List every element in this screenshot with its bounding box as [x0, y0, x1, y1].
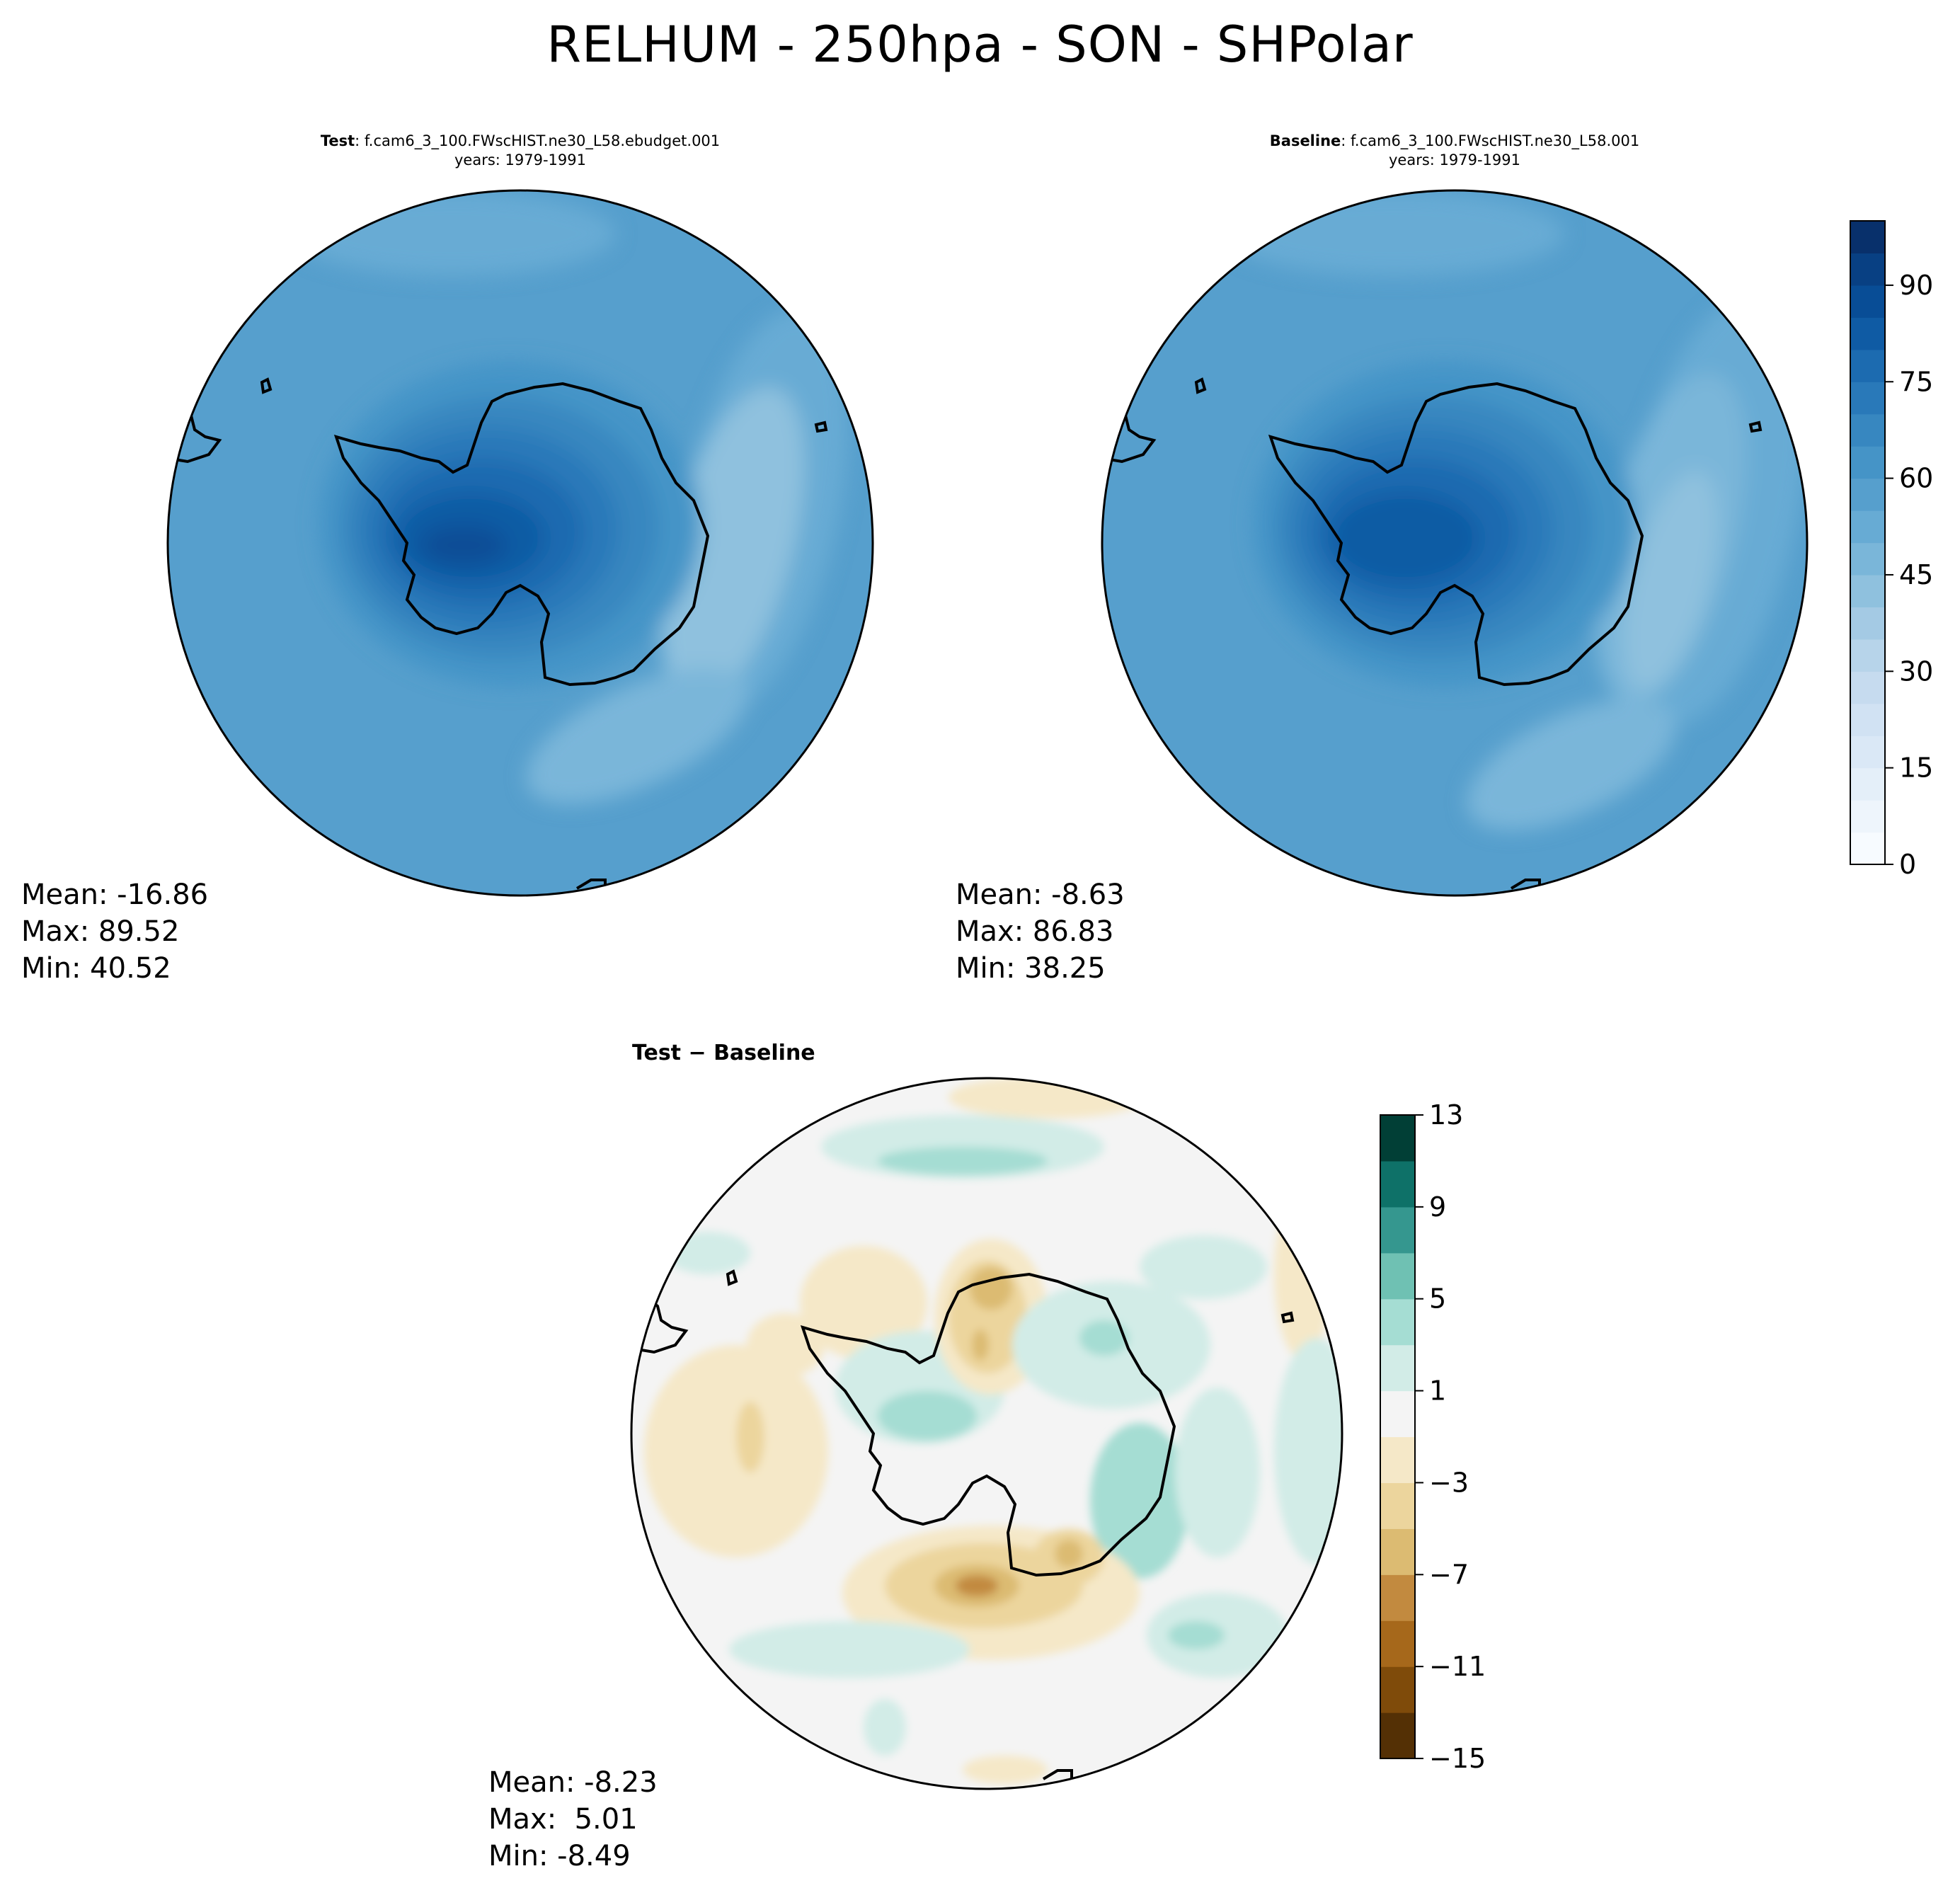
diff-colorbar-segment — [1380, 1206, 1415, 1254]
diff-min: Min: -8.49 — [488, 1840, 631, 1872]
relhum-colorbar-segment — [1850, 542, 1885, 576]
relhum-colorbar-tick-label: 75 — [1899, 366, 1933, 397]
test-min: Min: 40.52 — [21, 952, 171, 985]
diff-colorbar-segment — [1380, 1482, 1415, 1529]
diff-colorbar-tick-label: −7 — [1429, 1559, 1469, 1590]
relhum-colorbar-tick-label: 45 — [1899, 559, 1933, 590]
diff-colorbar-segment — [1380, 1252, 1415, 1300]
relhum-colorbar-segment — [1850, 510, 1885, 544]
relhum-colorbar-segment — [1850, 639, 1885, 672]
diff-title-minus: − — [681, 1041, 714, 1065]
diff-map — [631, 1078, 1342, 1789]
relhum-colorbar-segment — [1850, 446, 1885, 479]
diff-colorbar: 13 9 5 1 −3 −7 −11 −15 — [1380, 1099, 1486, 1774]
baseline-panel-title: Baseline: f.cam6_3_100.FWscHIST.ne30_L58… — [1171, 132, 1738, 170]
diff-colorbar-tick-label: −11 — [1429, 1651, 1486, 1682]
baseline-mean: Mean: -8.63 — [956, 879, 1125, 911]
test-map — [168, 190, 873, 896]
baseline-min: Min: 38.25 — [956, 952, 1106, 985]
relhum-colorbar-tick-label: 30 — [1899, 656, 1933, 687]
test-label: Test — [320, 132, 355, 149]
relhum-colorbar-segment — [1850, 607, 1885, 640]
relhum-colorbar-segment — [1850, 671, 1885, 704]
diff-stats: Mean: -8.23 Max: 5.01 Min: -8.49 — [488, 1764, 658, 1875]
diff-colorbar-tick-label: 9 — [1429, 1191, 1446, 1223]
diff-colorbar-segment — [1380, 1344, 1415, 1392]
relhum-colorbar-segment — [1850, 800, 1885, 833]
figure-title: RELHUM - 250hpa - SON - SHPolar — [546, 16, 1414, 74]
relhum-colorbar-segment — [1850, 285, 1885, 318]
relhum-colorbar-segment — [1850, 832, 1885, 865]
relhum-colorbar-segment — [1850, 703, 1885, 736]
relhum-colorbar-segment — [1850, 349, 1885, 382]
relhum-colorbar-tick-label: 90 — [1899, 270, 1933, 301]
baseline-stats: Mean: -8.63 Max: 86.83 Min: 38.25 — [956, 876, 1125, 987]
diff-title-test: Test — [632, 1041, 682, 1065]
diff-colorbar-segment — [1380, 1620, 1415, 1667]
diff-colorbar-frame — [1380, 1114, 1416, 1759]
baseline-max: Max: 86.83 — [956, 915, 1114, 948]
relhum-colorbar-segment — [1850, 767, 1885, 801]
relhum-colorbar-segment — [1850, 382, 1885, 415]
baseline-case-name: : f.cam6_3_100.FWscHIST.ne30_L58.001 — [1341, 132, 1640, 149]
diff-colorbar-segment — [1380, 1528, 1415, 1575]
diff-colorbar-segment — [1380, 1160, 1415, 1208]
relhum-colorbar-tick-label: 15 — [1899, 753, 1933, 784]
test-max: Max: 89.52 — [21, 915, 180, 948]
diff-colorbar-tick-label: −3 — [1429, 1467, 1469, 1498]
diff-colorbar-tick-label: 1 — [1429, 1375, 1446, 1407]
relhum-colorbar: 0 15 30 45 60 75 90 — [1850, 220, 1933, 880]
diff-colorbar-segment — [1380, 1436, 1415, 1484]
diff-title-baseline: Baseline — [713, 1041, 815, 1065]
diff-map-boundary — [630, 1077, 1343, 1790]
test-panel-title: Test: f.cam6_3_100.FWscHIST.ne30_L58.ebu… — [237, 132, 803, 170]
diff-colorbar-segment — [1380, 1115, 1415, 1162]
relhum-colorbar-segment — [1850, 736, 1885, 769]
relhum-colorbar-segment — [1850, 478, 1885, 511]
diff-colorbar-tick-label: −15 — [1429, 1743, 1486, 1774]
baseline-map-boundary — [1101, 189, 1809, 897]
test-stats: Mean: -16.86 Max: 89.52 Min: 40.52 — [21, 876, 208, 987]
test-map-boundary — [166, 189, 874, 897]
diff-colorbar-tick-label: 13 — [1429, 1099, 1463, 1131]
diff-colorbar-segment — [1380, 1712, 1415, 1759]
diff-max: Max: 5.01 — [488, 1803, 638, 1836]
relhum-colorbar-segment — [1850, 317, 1885, 350]
diff-mean: Mean: -8.23 — [488, 1766, 658, 1799]
test-case-name: : f.cam6_3_100.FWscHIST.ne30_L58.ebudget… — [355, 132, 721, 149]
relhum-colorbar-segment — [1850, 221, 1885, 254]
test-mean: Mean: -16.86 — [21, 879, 209, 911]
diff-colorbar-segment — [1380, 1298, 1415, 1346]
diff-panel-title: Test − Baseline — [632, 1041, 815, 1065]
diff-colorbar-segment — [1380, 1390, 1415, 1438]
baseline-label: Baseline — [1269, 132, 1341, 149]
relhum-colorbar-segment — [1850, 574, 1885, 607]
diff-colorbar-segment — [1380, 1666, 1415, 1713]
diff-colorbar-tick-label: 5 — [1429, 1283, 1446, 1315]
test-years: years: 1979-1991 — [454, 151, 586, 168]
relhum-colorbar-segment — [1850, 253, 1885, 286]
relhum-colorbar-frame — [1850, 220, 1886, 865]
relhum-colorbar-tick-label: 60 — [1899, 463, 1933, 494]
relhum-colorbar-segment — [1850, 413, 1885, 447]
diff-colorbar-segment — [1380, 1574, 1415, 1621]
baseline-years: years: 1979-1991 — [1388, 151, 1520, 168]
relhum-colorbar-tick-label: 0 — [1899, 849, 1916, 880]
baseline-map — [1102, 190, 1807, 896]
